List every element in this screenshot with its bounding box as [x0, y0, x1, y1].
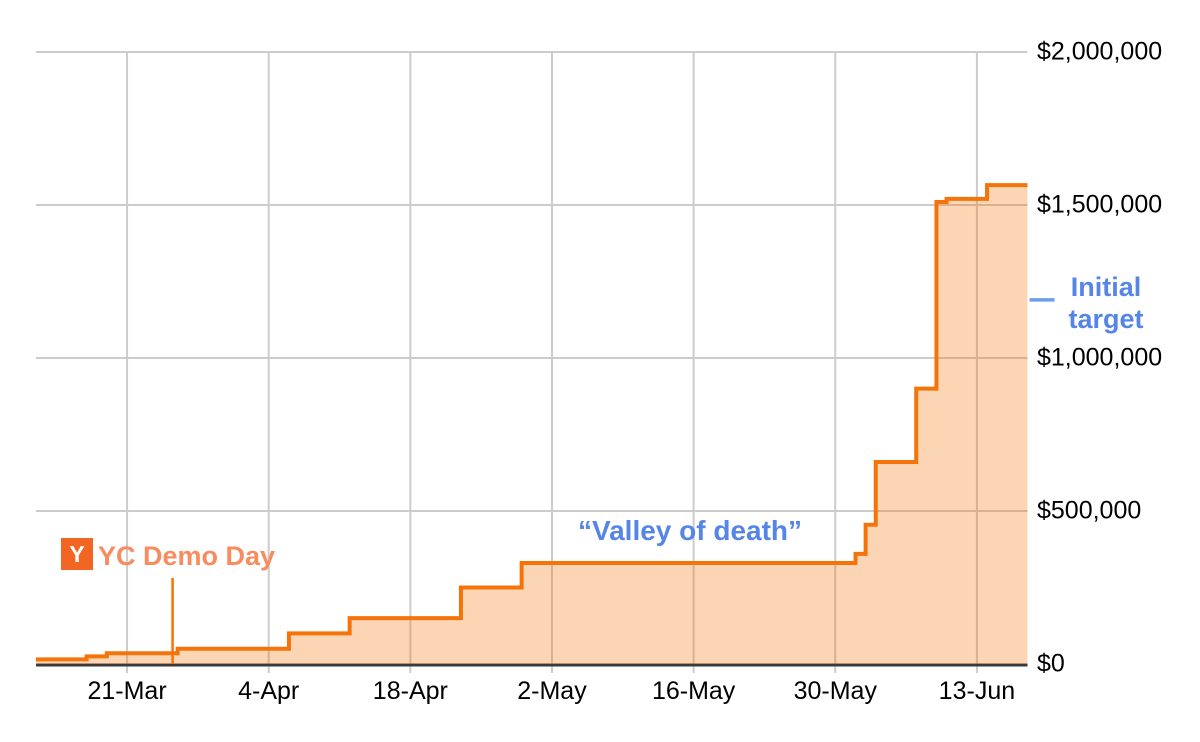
valley-of-death-annotation: “Valley of death” — [577, 515, 803, 546]
yc-logo-letter: Y — [69, 540, 85, 567]
x-axis-label: 18-Apr — [372, 677, 448, 705]
y-axis-label: $500,000 — [1037, 496, 1142, 525]
yc-demo-day-annotation: YC Demo Day — [98, 541, 276, 571]
y-axis-label: $1,500,000 — [1037, 190, 1163, 219]
x-axis-label: 2-May — [517, 677, 587, 705]
y-axis-label: $0 — [1037, 649, 1065, 678]
y-axis-label: $1,000,000 — [1037, 343, 1163, 372]
initial-target-line1: Initial — [1070, 272, 1142, 302]
initial-target-annotation: Initial target — [1050, 271, 1162, 335]
x-axis-label: 16-May — [651, 677, 736, 705]
x-axis-label: 30-May — [793, 677, 877, 705]
x-axis-label: 21-Mar — [87, 677, 167, 705]
x-axis-label: 4-Apr — [238, 677, 300, 705]
x-axis-label: 13-Jun — [938, 677, 1016, 705]
initial-target-line2: target — [1068, 304, 1144, 334]
y-axis-label: $2,000,000 — [1037, 37, 1163, 66]
yc-logo-icon: Y — [61, 538, 93, 570]
